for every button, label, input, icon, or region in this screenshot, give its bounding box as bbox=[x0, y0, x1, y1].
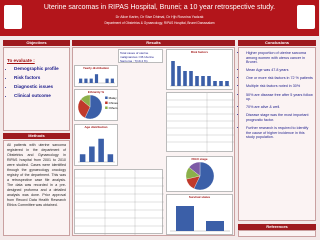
objective: Risk factors bbox=[14, 75, 66, 80]
legend-swatch bbox=[105, 101, 108, 104]
bar bbox=[206, 221, 224, 231]
chart-plot bbox=[185, 161, 215, 191]
chart-title: Age distribution bbox=[84, 125, 108, 129]
methods-text: All patients with uterine sarcoma regist… bbox=[3, 140, 70, 236]
bar bbox=[213, 81, 217, 86]
legend-label: Malay bbox=[109, 96, 118, 100]
table-grid bbox=[167, 93, 234, 153]
bar bbox=[207, 76, 211, 86]
bar bbox=[110, 78, 114, 83]
logo bbox=[4, 5, 22, 29]
logo bbox=[297, 5, 315, 29]
chart: Yearly distribution bbox=[74, 65, 118, 87]
chart-plot bbox=[170, 61, 230, 87]
bar bbox=[89, 146, 95, 162]
chart-plot: MalayChineseOthers bbox=[77, 94, 120, 120]
chart-plot bbox=[78, 74, 115, 84]
bar bbox=[176, 206, 194, 231]
chart-plot bbox=[170, 206, 230, 232]
conclusion: Higher proportion of uterine sarcoma amo… bbox=[246, 51, 313, 65]
section-heading: Results bbox=[72, 40, 235, 46]
bar bbox=[177, 66, 181, 86]
table-grid bbox=[75, 170, 164, 235]
bar bbox=[89, 78, 93, 83]
chart: Risk factors bbox=[166, 49, 233, 90]
chart-title: Survival status bbox=[188, 195, 211, 199]
bar bbox=[219, 81, 223, 86]
chart-plot bbox=[78, 138, 115, 163]
bar bbox=[94, 74, 99, 83]
conclusions-list: Higher proportion of uterine sarcoma amo… bbox=[241, 51, 313, 140]
bar bbox=[107, 154, 114, 162]
section-heading: Conclusions bbox=[238, 40, 316, 46]
legend-label: Chinese bbox=[109, 101, 118, 105]
bar bbox=[201, 76, 205, 86]
chart: Ethnicity %MalayChineseOthers bbox=[74, 89, 120, 121]
bar bbox=[183, 71, 187, 86]
chart-title: FIGO stage bbox=[191, 157, 208, 161]
conclusion: 50% are disease free after 5 years follo… bbox=[246, 93, 313, 102]
header-band: Uterine sarcomas in RIPAS Hospital, Brun… bbox=[0, 0, 319, 36]
legend-swatch bbox=[105, 106, 108, 109]
chart: Age distribution bbox=[74, 124, 118, 166]
bar bbox=[189, 71, 193, 86]
chart: FIGO stage bbox=[166, 156, 233, 192]
bar bbox=[105, 78, 109, 83]
bar bbox=[79, 78, 83, 83]
conclusion: Disease stage was the most important pro… bbox=[246, 113, 313, 122]
objectives-intro: To evaluate : bbox=[7, 58, 35, 63]
bar bbox=[195, 76, 199, 86]
conclusion: 70% are alive & well. bbox=[246, 105, 313, 110]
legend-swatch bbox=[105, 96, 108, 99]
objectives-box: To evaluate : Demographic profile Risk f… bbox=[3, 47, 70, 131]
pie-slice bbox=[84, 94, 103, 120]
results-summary: Total cases of uterine malignancies =36 … bbox=[118, 49, 163, 63]
conclusion: Mean Age was 47.8 years bbox=[246, 68, 313, 73]
chart-title: Risk factors bbox=[190, 50, 209, 54]
pie-slice bbox=[188, 161, 201, 177]
bar bbox=[98, 138, 104, 162]
section-heading: References bbox=[238, 224, 316, 230]
bar bbox=[225, 81, 229, 86]
conclusion: Multiple risk factors noted in 30% bbox=[246, 84, 313, 89]
chart: Survival status bbox=[166, 194, 233, 235]
table bbox=[166, 92, 234, 153]
conclusions-box: Higher proportion of uterine sarcoma amo… bbox=[238, 47, 316, 221]
affiliation: Department of Obstetrics & Gynaecology, … bbox=[104, 21, 215, 25]
objective: Diagnostic issues bbox=[14, 84, 66, 89]
pie-slice bbox=[80, 94, 91, 108]
bar bbox=[84, 78, 88, 83]
conclusion: One or more risk factors in 72 % patient… bbox=[246, 76, 313, 81]
legend-label: Others bbox=[109, 106, 118, 110]
references-box bbox=[238, 230, 316, 237]
section-heading: Methods bbox=[3, 133, 70, 139]
pie-slice bbox=[193, 161, 215, 191]
objective: Clinical outcome bbox=[14, 93, 66, 98]
table bbox=[74, 169, 164, 235]
chart-title: Yearly distribution bbox=[82, 66, 110, 70]
authors: Dr Alice Karim, Dr Sise Dhimal, Dr Hjh R… bbox=[115, 15, 204, 19]
chart-title: Ethnicity % bbox=[87, 90, 105, 94]
bar bbox=[171, 61, 175, 86]
section-heading: Objectives bbox=[3, 40, 70, 46]
objective: Demographic profile bbox=[14, 66, 66, 71]
bar bbox=[79, 154, 86, 162]
conclusion: Further research is required to identify… bbox=[246, 126, 313, 140]
title: Uterine sarcomas in RIPAS Hospital, Brun… bbox=[43, 4, 276, 11]
